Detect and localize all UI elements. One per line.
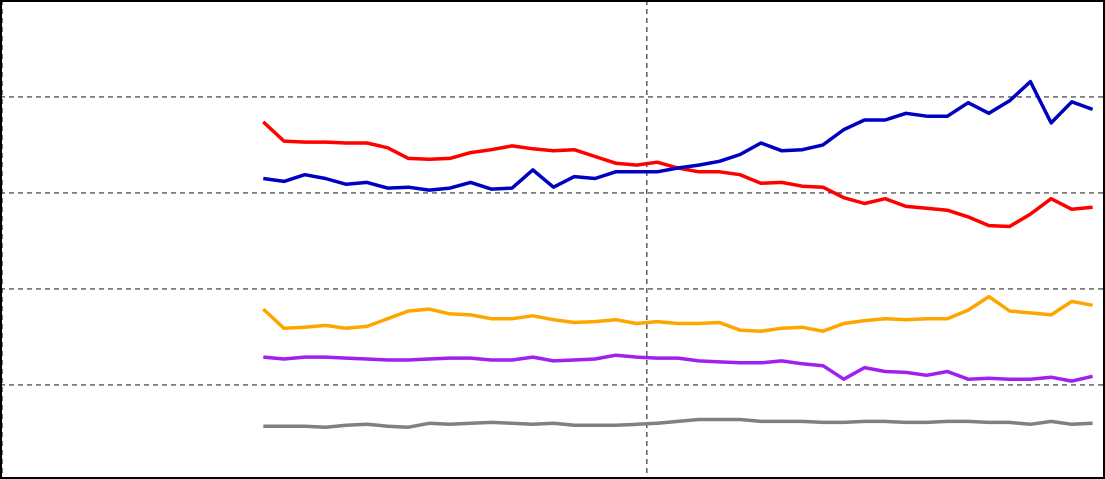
series-line (262, 120, 1093, 229)
series-line (263, 79, 1094, 192)
series-line (263, 417, 1093, 429)
series-line (262, 294, 1093, 333)
series-line (263, 353, 1093, 383)
plot (262, 79, 1094, 429)
